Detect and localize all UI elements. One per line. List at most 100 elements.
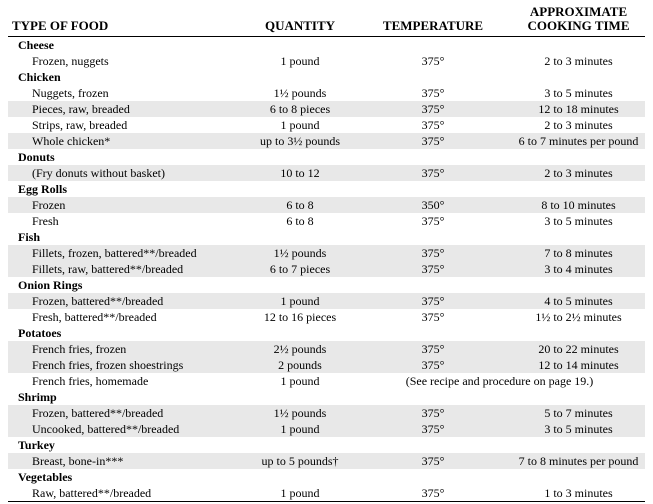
quantity-cell: 2½ pounds xyxy=(273,342,327,356)
quantity-cell: 1 pound xyxy=(280,422,320,436)
section-name: Egg Rolls xyxy=(18,182,68,196)
food-cell: Fresh, battered**/breaded xyxy=(32,310,157,324)
food-row: Frozen, battered**/breaded 1 pound 375° 4 t… xyxy=(8,293,645,309)
food-row: Raw, battered**/breaded 1 pound 375° 1 to 3… xyxy=(8,485,645,502)
food-cell: Whole chicken* xyxy=(32,134,111,148)
food-cell: French fries, frozen shoestrings xyxy=(32,358,184,372)
section-row: Egg Rolls xyxy=(8,181,645,197)
food-row: (Fry donuts without basket) 10 to 12 375° 2… xyxy=(8,165,645,181)
food-cell: Pieces, raw, breaded xyxy=(32,102,130,116)
quantity-cell: 10 to 12 xyxy=(280,166,320,180)
time-cell: 3 to 4 minutes xyxy=(544,262,613,276)
temperature-cell: 350° xyxy=(421,198,445,212)
food-cell: Strips, raw, breaded xyxy=(32,118,128,132)
time-cell: 1½ to 2½ minutes xyxy=(535,310,622,324)
temperature-cell: 375° xyxy=(421,118,445,132)
food-cell: Fillets, frozen, battered**/breaded xyxy=(32,246,197,260)
quantity-cell: 1 pound xyxy=(280,374,320,388)
food-row: Uncooked, battered**/breaded 1 pound 375° 3… xyxy=(8,421,645,437)
quantity-cell: 6 to 8 pieces xyxy=(269,102,331,116)
food-cell: (Fry donuts without basket) xyxy=(32,166,165,180)
food-cell: Frozen, battered**/breaded xyxy=(32,294,164,308)
temperature-cell: 375° xyxy=(421,454,445,468)
food-row: Fresh, battered**/breaded 12 to 16 pieces… xyxy=(8,309,645,325)
header-quantity: QUANTITY xyxy=(246,5,354,37)
food-cell: Fresh xyxy=(32,214,59,228)
temperature-cell: 375° xyxy=(421,422,445,436)
header-type-of-food: TYPE OF FOOD xyxy=(8,5,246,37)
section-row: Turkey xyxy=(8,437,645,453)
time-cell: 8 to 10 minutes xyxy=(541,198,616,212)
temperature-cell: 375° xyxy=(421,310,445,324)
quantity-cell: 1 pound xyxy=(280,118,320,132)
header-temperature: TEMPERATURE xyxy=(354,5,512,37)
food-row: Whole chicken* up to 3½ pounds 375° 6 to 7 … xyxy=(8,133,645,149)
table-body: Cheese Frozen, nuggets 1 pound 375° 2 to 3 m… xyxy=(8,37,645,502)
section-row: Shrimp xyxy=(8,389,645,405)
food-row: Nuggets, frozen 1½ pounds 375° 3 to 5 minut… xyxy=(8,85,645,101)
time-cell: 5 to 7 minutes xyxy=(544,406,613,420)
temperature-cell: 375° xyxy=(421,342,445,356)
food-row: Strips, raw, breaded 1 pound 375° 2 to 3 mi… xyxy=(8,117,645,133)
food-cell: Raw, battered**/breaded xyxy=(32,486,152,500)
quantity-cell: 6 to 7 pieces xyxy=(269,262,331,276)
temperature-cell: 375° xyxy=(421,358,445,372)
frying-guide-table: TYPE OF FOOD QUANTITY TEMPERATURE APPROX… xyxy=(8,5,645,502)
quantity-cell: up to 3½ pounds xyxy=(259,134,340,148)
temperature-cell: 375° xyxy=(421,262,445,276)
temperature-cell: 375° xyxy=(421,294,445,308)
note-cell: (See recipe and procedure on page 19.) xyxy=(405,374,594,388)
time-cell: 3 to 5 minutes xyxy=(544,214,613,228)
section-name: Fish xyxy=(18,230,41,244)
quantity-cell: 6 to 8 xyxy=(286,198,314,212)
food-row: Fresh 6 to 8 375° 3 to 5 minutes xyxy=(8,213,645,229)
time-cell: 20 to 22 minutes xyxy=(538,342,619,356)
time-cell: 2 to 3 minutes xyxy=(544,166,613,180)
food-row: French fries, frozen shoestrings 2 pounds… xyxy=(8,357,645,373)
section-row: Donuts xyxy=(8,149,645,165)
header-approximate-cooking-time: APPROXIMATE COOKING TIME xyxy=(512,5,645,37)
time-cell: 7 to 8 minutes per pound xyxy=(518,454,639,468)
temperature-cell: 375° xyxy=(421,86,445,100)
section-row: Onion Rings xyxy=(8,277,645,293)
temperature-cell: 375° xyxy=(421,166,445,180)
food-cell: Frozen, battered**/breaded xyxy=(32,406,164,420)
food-cell: Fillets, raw, battered**/breaded xyxy=(32,262,184,276)
time-cell: 3 to 5 minutes xyxy=(544,86,613,100)
time-cell: 2 to 3 minutes xyxy=(544,118,613,132)
quantity-cell: 1 pound xyxy=(280,294,320,308)
section-name: Turkey xyxy=(18,438,55,452)
temperature-cell: 375° xyxy=(421,246,445,260)
time-cell: 6 to 7 minutes per pound xyxy=(518,134,639,148)
temperature-cell: 375° xyxy=(421,214,445,228)
quantity-cell: 1 pound xyxy=(280,486,320,500)
food-row: Breast, bone-in*** up to 5 pounds† 375° 7 t… xyxy=(8,453,645,469)
quantity-cell: 12 to 16 pieces xyxy=(263,310,337,324)
section-row: Cheese xyxy=(8,37,645,54)
section-row: Chicken xyxy=(8,69,645,85)
section-name: Vegetables xyxy=(18,470,73,484)
temperature-cell: 375° xyxy=(421,102,445,116)
time-cell: 7 to 8 minutes xyxy=(544,246,613,260)
temperature-cell: 375° xyxy=(421,406,445,420)
section-row: Vegetables xyxy=(8,469,645,485)
food-row: French fries, homemade 1 pound (See recipe… xyxy=(8,373,645,389)
food-row: Pieces, raw, breaded 6 to 8 pieces 375° 12 … xyxy=(8,101,645,117)
food-row: Frozen, battered**/breaded 1½ pounds 375° 5… xyxy=(8,405,645,421)
food-row: Frozen, nuggets 1 pound 375° 2 to 3 minutes xyxy=(8,53,645,69)
food-row: Fillets, raw, battered**/breaded 6 to 7 p… xyxy=(8,261,645,277)
quantity-cell: 6 to 8 xyxy=(286,214,314,228)
section-row: Fish xyxy=(8,229,645,245)
temperature-cell: 375° xyxy=(421,134,445,148)
food-cell: French fries, frozen xyxy=(32,342,127,356)
food-cell: Frozen, nuggets xyxy=(32,54,109,68)
time-cell: 1 to 3 minutes xyxy=(544,486,613,500)
food-cell: Nuggets, frozen xyxy=(32,86,109,100)
section-name: Onion Rings xyxy=(18,278,83,292)
time-cell: 12 to 18 minutes xyxy=(538,102,619,116)
quantity-cell: 1½ pounds xyxy=(273,86,327,100)
time-cell: 12 to 14 minutes xyxy=(538,358,619,372)
column-header-row: TYPE OF FOOD QUANTITY TEMPERATURE APPROX… xyxy=(8,5,645,37)
temperature-cell: 375° xyxy=(421,54,445,68)
